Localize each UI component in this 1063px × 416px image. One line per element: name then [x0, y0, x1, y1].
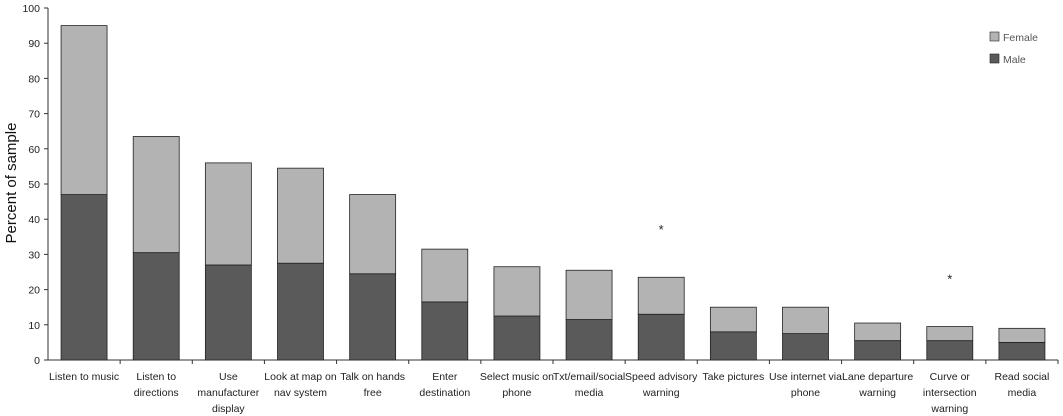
bar-female: [782, 306, 829, 335]
bar-male: [421, 301, 469, 361]
bar-female: [565, 269, 613, 320]
bar-male: [998, 341, 1046, 361]
y-tick-label: 100: [22, 3, 40, 15]
x-category-label: Curve or intersection warning: [923, 371, 977, 415]
x-category-label: Lane departure warning: [842, 371, 913, 399]
y-tick-label: 40: [28, 214, 40, 226]
bar-female: [421, 248, 469, 303]
y-axis-label: Percent of sample: [3, 123, 20, 244]
bar-male: [709, 331, 757, 361]
bar-male: [277, 262, 324, 361]
x-category-label: Use internet via phone: [769, 371, 842, 399]
bar-male: [637, 313, 685, 361]
bar-female: [854, 322, 902, 342]
y-tick-label: 30: [28, 249, 40, 261]
bar-female: [204, 162, 252, 266]
y-tick-label: 60: [28, 144, 40, 156]
legend-label-male: Male: [1003, 54, 1026, 66]
bar-male: [854, 340, 902, 361]
y-tick-label: 90: [28, 38, 40, 50]
significance-marker: *: [659, 222, 664, 237]
y-tick-label: 50: [28, 179, 40, 191]
x-category-label: Listen to music: [49, 371, 119, 383]
bar-female: [926, 326, 974, 342]
x-category-label: Enter destination: [419, 371, 470, 399]
bar-male: [782, 333, 829, 361]
bar-female: [132, 136, 180, 254]
x-category-label: Txt/email/social media: [553, 371, 625, 399]
legend-swatch-male: [989, 53, 1000, 64]
x-category-label: Look at map on nav system: [264, 371, 337, 399]
x-category-label: Talk on hands free: [340, 371, 405, 399]
y-tick-label: 0: [34, 355, 40, 367]
bar-female: [998, 327, 1046, 343]
bar-female: [709, 306, 757, 333]
bar-male: [349, 273, 397, 361]
bar-female: [277, 167, 324, 264]
y-tick-label: 10: [28, 320, 40, 332]
bar-female: [60, 25, 108, 195]
x-category-label: Use manufacturer display: [197, 371, 259, 415]
y-tick-label: 80: [28, 73, 40, 85]
y-tick-label: 20: [28, 285, 40, 297]
significance-marker: *: [947, 272, 952, 287]
x-category-label: Select music on phone: [480, 371, 554, 399]
bar-female: [637, 276, 685, 315]
x-category-label: Speed advisory warning: [625, 371, 698, 399]
bar-male: [565, 319, 613, 361]
bar-female: [349, 194, 397, 275]
bar-male: [132, 252, 180, 361]
bar-female: [493, 266, 541, 317]
bar-male: [60, 194, 108, 361]
bar-male: [493, 315, 541, 361]
x-category-label: Listen to directions: [134, 371, 179, 399]
x-category-label: Take pictures: [702, 371, 764, 383]
x-category-label: Read social media: [994, 371, 1049, 399]
y-tick-label: 70: [28, 109, 40, 121]
legend-label-female: Female: [1003, 32, 1038, 44]
bar-male: [204, 264, 252, 361]
legend-swatch-female: [989, 31, 1000, 42]
bar-male: [926, 340, 974, 361]
